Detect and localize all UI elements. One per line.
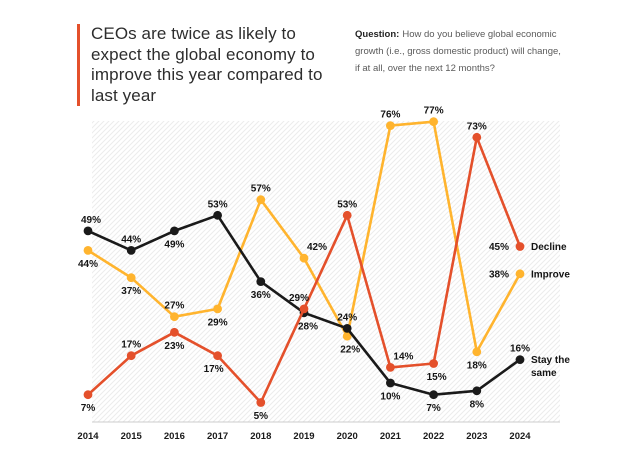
x-axis-tick-label: 2024 [509,431,531,442]
data-point-decline [299,304,309,314]
data-label-stay-the-same: 49% [164,239,184,250]
data-point-decline [83,390,93,400]
data-label-improve: 57% [251,184,271,195]
data-label-decline: 23% [164,341,184,352]
data-label-stay-the-same: 53% [208,199,228,210]
data-label-decline: 45% [489,242,509,253]
data-point-improve [472,347,482,357]
data-point-stay-the-same [213,210,223,220]
data-label-decline: 53% [337,199,357,210]
data-label-stay-the-same: 7% [426,403,441,414]
data-label-improve: 77% [424,106,444,117]
data-point-decline [256,398,266,407]
data-label-stay-the-same: 16% [510,344,530,355]
data-point-stay-the-same [515,355,525,364]
data-point-improve [299,253,309,263]
data-label-decline: 17% [121,340,141,351]
x-axis-tick-label: 2016 [164,431,185,442]
data-point-decline [472,132,482,142]
x-axis-tick-label: 2020 [337,431,358,442]
x-axis-tick-label: 2014 [77,431,99,442]
data-point-stay-the-same [126,246,136,255]
x-axis-tick-label: 2019 [293,431,314,442]
x-axis-tick-label: 2023 [466,431,487,442]
data-label-improve: 27% [164,301,184,312]
data-point-improve [170,312,179,322]
data-point-decline [126,351,136,361]
data-label-improve: 37% [121,286,141,297]
data-label-stay-the-same: 49% [81,215,101,226]
data-label-decline: 5% [254,411,269,422]
data-point-stay-the-same [342,324,352,333]
data-label-improve: 44% [78,259,98,270]
title-block: CEOs are twice as likely to expect the g… [77,24,371,106]
x-axis-tick-label: 2015 [121,431,143,442]
data-point-improve [342,331,352,341]
x-axis-tick-label: 2022 [423,431,444,442]
legend-label-improve: Improve [531,269,570,280]
data-label-stay-the-same: 28% [298,321,318,332]
plot-hatch-background [92,121,560,422]
question-text: How do you believe global economic growt… [355,29,561,74]
data-label-improve: 18% [467,360,487,371]
data-label-improve: 76% [380,110,400,121]
data-label-decline: 73% [467,121,487,132]
data-point-stay-the-same [472,386,482,396]
data-point-stay-the-same [386,378,395,388]
question-label: Question: [355,29,400,40]
data-label-stay-the-same: 10% [380,392,400,403]
data-label-stay-the-same: 36% [251,290,271,301]
data-point-improve [256,195,266,205]
data-point-stay-the-same [83,226,93,236]
data-point-decline [213,351,223,361]
data-point-decline [386,363,395,372]
data-label-improve: 22% [340,345,360,356]
data-label-decline: 17% [204,364,224,375]
data-point-improve [386,121,395,130]
x-axis-tick-label: 2021 [380,431,402,442]
data-point-decline [342,210,352,220]
data-label-stay-the-same: 44% [121,234,141,245]
data-point-improve [515,269,525,279]
data-label-improve: 42% [307,242,327,253]
question-block: Question: How do you believe global econo… [355,26,590,77]
data-label-decline: 29% [289,293,309,304]
data-label-improve: 38% [489,269,509,280]
data-point-stay-the-same [429,390,438,400]
data-point-improve [83,246,93,255]
legend-label-decline: Decline [531,242,567,253]
x-axis-tick-label: 2017 [207,431,228,442]
data-label-decline: 7% [81,403,96,414]
data-point-decline [429,359,438,368]
data-point-stay-the-same [170,226,179,236]
page-title: CEOs are twice as likely to expect the g… [91,24,323,105]
data-label-improve: 29% [208,317,228,328]
data-point-decline [515,242,525,251]
data-label-stay-the-same: 8% [470,399,485,410]
data-point-stay-the-same [256,277,266,286]
data-label-stay-the-same: 24% [337,312,357,323]
legend-label-stay-the-same: Stay the same [531,355,570,379]
data-point-improve [126,273,136,283]
data-point-decline [170,327,179,337]
data-label-decline: 14% [393,351,413,362]
data-point-improve [213,304,223,314]
data-label-decline: 15% [427,372,447,383]
data-point-improve [429,117,438,127]
x-axis-tick-label: 2018 [250,431,271,442]
